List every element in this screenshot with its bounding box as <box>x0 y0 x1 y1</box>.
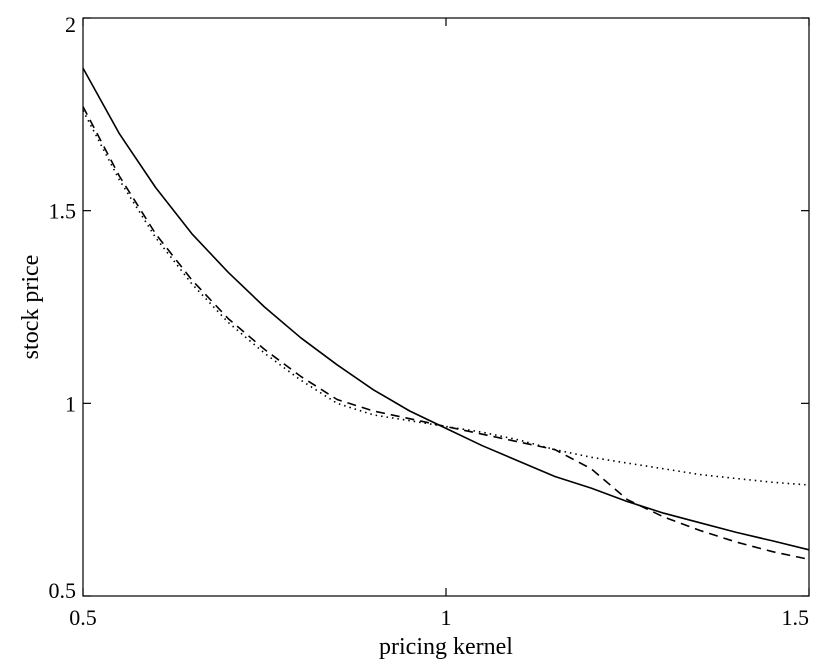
plot-frame <box>82 17 810 597</box>
series-line-solid <box>82 67 810 551</box>
plot-area-border <box>82 17 810 597</box>
y-tick-label: 1 <box>65 391 76 416</box>
x-tick-label: 0.5 <box>69 605 97 630</box>
y-axis-label: stock price <box>18 255 44 360</box>
y-tick-label: 2 <box>65 12 76 37</box>
x-tick-label: 1 <box>441 605 452 630</box>
x-axis-label: pricing kernel <box>379 634 513 660</box>
series-layer <box>82 67 810 561</box>
tick-marks <box>82 17 810 597</box>
x-tick-label: 1.5 <box>782 605 810 630</box>
tick-labels: 0.5 1 1.5 0.5 1 1.5 2 <box>49 12 810 630</box>
y-tick-label: 1.5 <box>49 199 77 224</box>
y-tick-label: 0.5 <box>49 578 77 603</box>
series-line-dashed <box>82 106 810 561</box>
